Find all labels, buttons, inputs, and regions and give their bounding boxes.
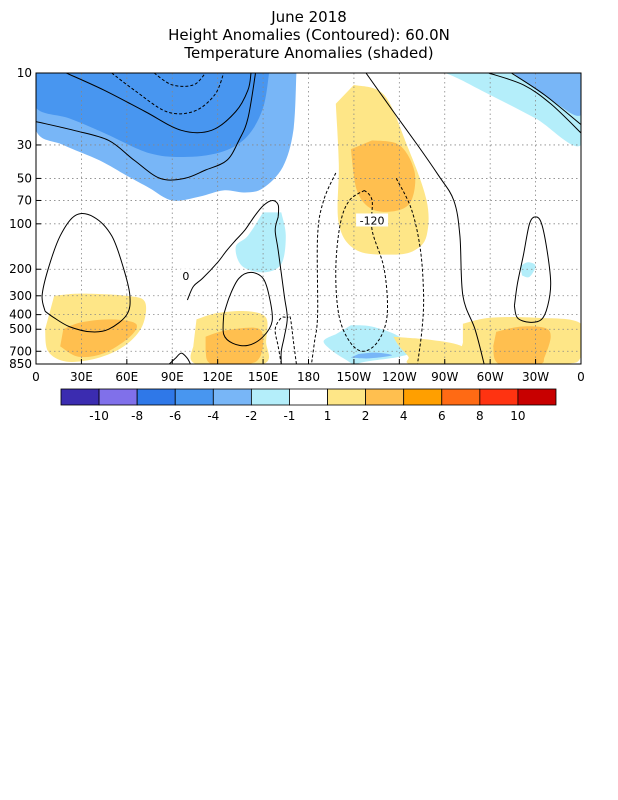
temperature-region-12 bbox=[60, 319, 137, 358]
temperature-region-17 bbox=[493, 326, 551, 364]
temperature-region-15 bbox=[393, 336, 479, 364]
height-contour-9 bbox=[395, 178, 425, 364]
x-tick-label: 90W bbox=[431, 370, 458, 384]
contour-labels: -120 0 bbox=[180, 213, 389, 283]
height-contours bbox=[36, 73, 581, 364]
colorbar-swatch bbox=[441, 388, 481, 406]
colorbar-swatch bbox=[174, 388, 214, 406]
colorbar-swatch bbox=[212, 388, 252, 406]
colorbar-label: -8 bbox=[131, 409, 143, 423]
colorbar-swatch bbox=[289, 388, 328, 406]
colorbar-swatch bbox=[517, 388, 557, 406]
colorbar-swatch bbox=[327, 388, 367, 406]
colorbar-label: -2 bbox=[245, 409, 257, 423]
height-contour-4 bbox=[365, 73, 485, 364]
temperature-region-6 bbox=[520, 262, 536, 278]
chart-titles: June 2018 Height Anomalies (Contoured): … bbox=[0, 8, 618, 62]
height-contour-6 bbox=[511, 73, 581, 125]
x-tick-label: 180 bbox=[297, 370, 320, 384]
x-tick-label: 30E bbox=[70, 370, 93, 384]
contour-label-0: -120 bbox=[360, 214, 385, 227]
colorbar-swatch bbox=[60, 388, 100, 406]
colorbar-label: -10 bbox=[89, 409, 109, 423]
colorbar-label: 6 bbox=[438, 409, 446, 423]
colorbar-label: 2 bbox=[362, 409, 370, 423]
chart-subtitle: Height Anomalies (Contoured): 60.0N bbox=[168, 26, 450, 44]
colorbar-label: 4 bbox=[400, 409, 408, 423]
height-contour-3 bbox=[153, 73, 206, 87]
temperature-region-5 bbox=[512, 73, 581, 116]
y-tick-label: 50 bbox=[17, 171, 32, 185]
contour-label-bg bbox=[356, 213, 389, 227]
colorbar-swatch bbox=[250, 388, 290, 406]
colorbar-label: -1 bbox=[283, 409, 295, 423]
chart-subtitle-2: Temperature Anomalies (shaded) bbox=[184, 44, 434, 62]
x-tick-label: 90E bbox=[161, 370, 184, 384]
temperature-region-10 bbox=[350, 140, 416, 212]
height-contour-16 bbox=[222, 271, 273, 347]
x-tick-label: 30W bbox=[522, 370, 549, 384]
x-tick-label: 120E bbox=[202, 370, 233, 384]
height-contour-5 bbox=[488, 73, 581, 134]
y-tick-label: 850 bbox=[9, 357, 32, 371]
colorbar-label: 10 bbox=[510, 409, 525, 423]
y-tick-label: 70 bbox=[17, 193, 32, 207]
y-tick-label: 200 bbox=[9, 262, 32, 276]
y-tick-label: 10 bbox=[17, 66, 32, 80]
colorbar-label: 1 bbox=[324, 409, 332, 423]
height-contour-2 bbox=[111, 73, 225, 115]
height-contour-11 bbox=[287, 315, 297, 364]
temperature-shading bbox=[36, 73, 581, 364]
height-contour-7 bbox=[335, 189, 389, 352]
contour-label-bg bbox=[180, 269, 192, 283]
colorbar-label: -4 bbox=[207, 409, 219, 423]
temperature-region-14 bbox=[205, 327, 264, 364]
colorbar-swatch bbox=[98, 388, 138, 406]
colorbar: -10 -8 -6 -4 -2 -1 1 2 4 6 8 10 bbox=[60, 388, 557, 423]
colorbar-swatch bbox=[479, 388, 519, 406]
y-tick-label: 300 bbox=[9, 289, 32, 303]
temperature-region-2 bbox=[235, 212, 286, 273]
y-tick-label: 100 bbox=[9, 217, 32, 231]
height-contour-0 bbox=[36, 73, 256, 181]
height-contour-17 bbox=[513, 216, 552, 323]
height-contour-15 bbox=[168, 352, 191, 364]
x-tick-label: 60W bbox=[477, 370, 504, 384]
height-contour-8 bbox=[311, 172, 337, 364]
x-tick-label: 120W bbox=[382, 370, 417, 384]
x-tick-label: 0 bbox=[577, 370, 585, 384]
chart-title: June 2018 bbox=[271, 8, 347, 26]
y-tick-label: 400 bbox=[9, 308, 32, 322]
temperature-region-1 bbox=[36, 73, 270, 157]
height-contour-13 bbox=[186, 199, 280, 301]
y-tick-label: 700 bbox=[9, 344, 32, 358]
temperature-region-8 bbox=[350, 352, 392, 359]
colorbar-swatch bbox=[365, 388, 405, 406]
colorbar-swatch bbox=[136, 388, 176, 406]
colorbar-swatch bbox=[403, 388, 443, 406]
contour-label-1: 0 bbox=[182, 270, 189, 283]
x-axis: 0 30E 60E 90E 120E 150E 180 150W 120W 90W 60W 30W 0 bbox=[32, 359, 585, 384]
height-contour-10 bbox=[274, 316, 288, 364]
x-tick-label: 0 bbox=[32, 370, 40, 384]
height-contour-14 bbox=[274, 216, 288, 364]
x-tick-label: 60E bbox=[115, 370, 138, 384]
height-contour-1 bbox=[66, 73, 252, 134]
x-tick-label: 150E bbox=[248, 370, 279, 384]
x-tick-label: 150W bbox=[337, 370, 372, 384]
y-tick-label: 500 bbox=[9, 322, 32, 336]
colorbar-label: 8 bbox=[476, 409, 484, 423]
y-tick-label: 30 bbox=[17, 138, 32, 152]
height-contour-12 bbox=[41, 213, 131, 333]
colorbar-label: -6 bbox=[169, 409, 181, 423]
